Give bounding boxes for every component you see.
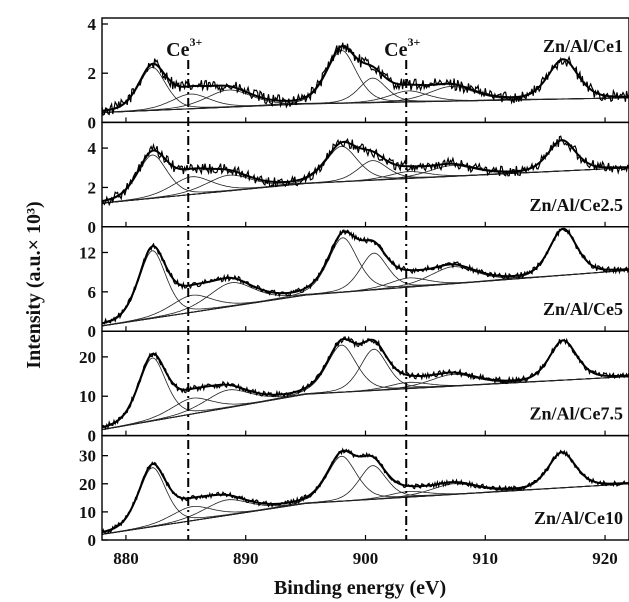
panel-3: 0 6 12 Zn/Al/Ce5	[79, 226, 629, 341]
panel-2: 0 2 4 Zn/Al/Ce2.5	[88, 121, 629, 237]
fit-envelope	[102, 44, 629, 112]
fit-envelope	[102, 337, 629, 429]
y-tick-label: 0	[88, 218, 97, 237]
y-tick-label: 2	[88, 178, 97, 197]
y-tick-label: 0	[88, 113, 97, 132]
panel-plot-area	[102, 135, 629, 207]
x-axis-label: Binding energy (eV)	[274, 577, 446, 599]
y-tick-label: 0	[88, 322, 97, 341]
sample-label: Zn/Al/Ce10	[534, 508, 623, 528]
y-tick-label: 4	[88, 139, 97, 158]
y-tick-label: 0	[88, 427, 97, 446]
panel-plot-area	[102, 227, 629, 327]
y-tick-label: 30	[79, 447, 96, 466]
y-tick-label: 2	[88, 64, 97, 83]
y-tick-label: 10	[79, 503, 96, 522]
sample-label: Zn/Al/Ce1	[543, 36, 623, 56]
panels-layer: 024Zn/Al/Ce1024Zn/Al/Ce2.50612Zn/Al/Ce50…	[79, 15, 629, 550]
sample-label: Zn/Al/Ce2.5	[529, 195, 623, 215]
panel-4: 0 10 20 Zn/Al/Ce7.5	[79, 330, 629, 446]
panel-1: 0 2 4 Zn/Al/Ce1	[88, 15, 629, 132]
raw-spectrum	[102, 135, 629, 207]
fit-envelope	[102, 227, 629, 325]
panel-plot-area	[102, 447, 629, 535]
y-tick-label: 20	[79, 475, 96, 494]
x-tick-label: 910	[473, 549, 499, 568]
panel-5: 0 10 20 30 Zn/Al/Ce10	[79, 434, 629, 550]
x-tick-label: 880	[113, 549, 139, 568]
raw-spectrum	[102, 227, 629, 325]
fit-envelope	[102, 449, 629, 534]
ce3-marker-superscript: 3+	[407, 35, 420, 49]
ce3-marker-label-1: Ce3+	[166, 35, 202, 61]
background-line	[102, 97, 629, 114]
sample-label: Zn/Al/Ce7.5	[529, 404, 623, 424]
x-tick-label: 900	[353, 549, 379, 568]
y-tick-label: 20	[79, 348, 96, 367]
ce3-marker-label-2: Ce3+	[384, 35, 420, 61]
x-tick-label: 920	[592, 549, 618, 568]
y-tick-label: 12	[79, 243, 96, 262]
y-tick-label: 10	[79, 387, 96, 406]
x-axis: 880 890 900 910 920	[113, 549, 618, 568]
sample-label: Zn/Al/Ce5	[543, 299, 623, 319]
fit-envelope	[102, 139, 629, 203]
panel-plot-area	[102, 335, 629, 431]
ce3-marker-superscript: 3+	[189, 35, 202, 49]
y-tick-label: 4	[88, 15, 97, 34]
panel-plot-area	[102, 42, 629, 116]
x-tick-label: 890	[233, 549, 259, 568]
y-tick-label: 6	[88, 283, 97, 302]
y-tick-label: 0	[88, 531, 97, 550]
y-axis-label: Intensity (a.u.× 10³)	[23, 201, 45, 368]
